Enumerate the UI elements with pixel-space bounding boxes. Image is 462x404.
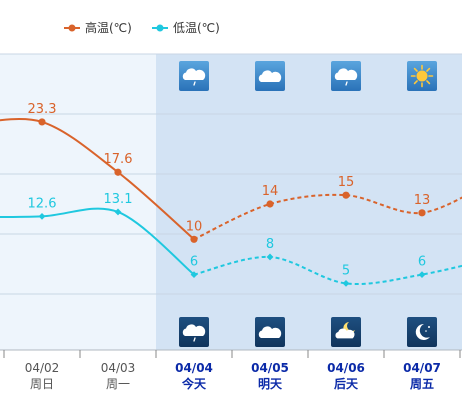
low-temp-label: 13.1 [104,192,133,207]
low-temp-label: 6 [190,255,198,270]
x-tick-date: 04/03 [101,361,136,375]
series-lines [0,118,462,285]
forecast-background [156,54,462,350]
series-0-forecast-line [193,193,462,241]
series-1-forecast-line [193,255,462,285]
clear-night-icon [407,317,437,347]
history-background [0,54,156,350]
low-temp-label: 12.6 [28,196,57,211]
x-tick-date: 04/05 [251,361,289,375]
legend-item-low: 低温(℃) [152,21,220,35]
high-temp-point [114,168,122,176]
series-1-history-line [0,207,195,276]
low-temp-label: 6 [418,255,426,270]
light-rain-icon [179,61,209,91]
high-temp-point [38,118,46,126]
low-temp-point [114,208,122,216]
low-temp-label: 5 [342,263,350,278]
x-tick-date: 04/02 [25,361,60,375]
value-labels: 23.3 17.6 10 14 15 13 12.6 13.1 6 8 5 6 [28,102,431,278]
series-points [38,118,426,287]
high-temp-point [190,235,198,243]
x-tick-day: 周一 [106,377,130,391]
high-temp-label: 13 [414,193,431,208]
high-temp-point [418,209,426,217]
x-tick-day: 后天 [334,376,359,391]
legend: 高温(℃) 低温(℃) [64,20,220,35]
light-rain-icon [179,317,209,347]
partly-cloudy-night-icon [331,317,361,347]
x-tick-day: 周五 [410,377,434,391]
x-tick-day: 今天 [181,376,207,391]
legend-item-high: 高温(℃) [64,20,132,35]
high-temp-point [342,191,350,199]
x-tick-day: 周日 [30,377,54,391]
cloudy-icon [255,61,285,91]
cloudy-icon [255,317,285,347]
light-rain-icon [331,61,361,91]
high-temp-point [266,200,274,208]
low-temp-label: 8 [266,237,274,252]
high-temp-label: 17.6 [104,152,133,167]
sunny-icon [407,61,437,91]
low-temp-point [342,280,350,287]
high-temp-label: 15 [338,175,355,190]
legend-label-high: 高温(℃) [85,20,132,35]
low-temp-point [418,271,426,278]
low-temp-point [266,253,274,261]
low-temp-point [190,271,198,278]
weather-icons [179,61,437,347]
legend-label-low: 低温(℃) [173,21,220,35]
x-tick-day: 明天 [258,377,283,391]
series-0-history-line [0,118,195,241]
x-tick-date: 04/07 [403,361,441,375]
high-temp-label: 23.3 [28,102,57,117]
x-tick-date: 04/06 [327,361,365,375]
low-temp-point [38,212,46,220]
x-tick-date: 04/04 [175,361,213,375]
grid-lines [0,53,462,295]
high-temp-label: 14 [262,184,279,199]
high-temp-label: 10 [186,219,203,234]
